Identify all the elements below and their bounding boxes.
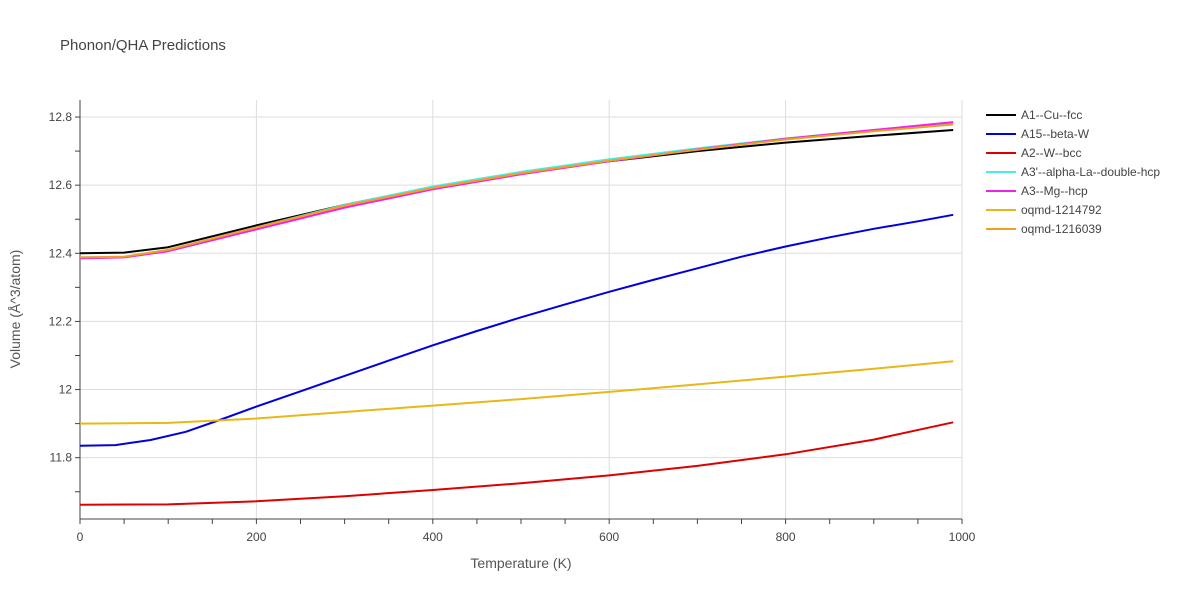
legend-label: A15--beta-W xyxy=(1021,127,1090,141)
legend[interactable]: A1--Cu--fcc A15--beta-W A2--W--bcc A3'--alp… xyxy=(986,108,1160,236)
x-tick-label: 1000 xyxy=(949,530,976,544)
legend-label: oqmd-1216039 xyxy=(1021,222,1102,236)
x-tick-labels: 0 200 400 600 800 1000 xyxy=(77,530,976,544)
legend-item[interactable]: A3--Mg--hcp xyxy=(986,184,1088,198)
y-tick-label: 12.6 xyxy=(49,178,73,192)
y-tick-labels: 11.8 12 12.2 12.4 12.6 12.8 xyxy=(49,110,73,465)
legend-label: A3--Mg--hcp xyxy=(1021,184,1088,198)
y-tick-label: 12.2 xyxy=(49,314,73,328)
x-tick-label: 0 xyxy=(77,530,84,544)
legend-item[interactable]: oqmd-1216039 xyxy=(986,222,1102,236)
legend-item[interactable]: A2--W--bcc xyxy=(986,146,1081,160)
series-line-oqmd-1214792 xyxy=(79,360,954,425)
legend-label: A2--W--bcc xyxy=(1021,146,1081,160)
series-lines xyxy=(79,121,954,506)
legend-item[interactable]: oqmd-1214792 xyxy=(986,203,1102,217)
axes xyxy=(75,100,963,524)
grid xyxy=(80,100,963,519)
legend-label: A3'--alpha-La--double-hcp xyxy=(1021,165,1160,179)
series-line-A1--Cu--fcc xyxy=(79,129,954,255)
x-axis-label: Temperature (K) xyxy=(470,555,571,571)
legend-item[interactable]: A15--beta-W xyxy=(986,127,1090,141)
x-tick-label: 400 xyxy=(423,530,443,544)
series-line-A15--beta-W xyxy=(79,213,954,447)
y-tick-label: 12 xyxy=(59,383,73,397)
series-line-A2--W--bcc xyxy=(79,421,954,506)
x-tick-label: 200 xyxy=(246,530,266,544)
legend-item[interactable]: A3'--alpha-La--double-hcp xyxy=(986,165,1160,179)
series-line-oqmd-1216039 xyxy=(79,123,954,259)
y-axis-label: Volume (Å^3/atom) xyxy=(7,250,23,369)
x-tick-label: 600 xyxy=(599,530,619,544)
legend-label: A1--Cu--fcc xyxy=(1021,108,1082,122)
chart-title: Phonon/QHA Predictions xyxy=(60,37,226,54)
legend-label: oqmd-1214792 xyxy=(1021,203,1102,217)
y-tick-label: 12.8 xyxy=(49,110,73,124)
x-tick-label: 800 xyxy=(776,530,796,544)
legend-item[interactable]: A1--Cu--fcc xyxy=(986,108,1082,122)
y-tick-label: 12.4 xyxy=(49,246,73,260)
y-tick-label: 11.8 xyxy=(50,451,73,465)
